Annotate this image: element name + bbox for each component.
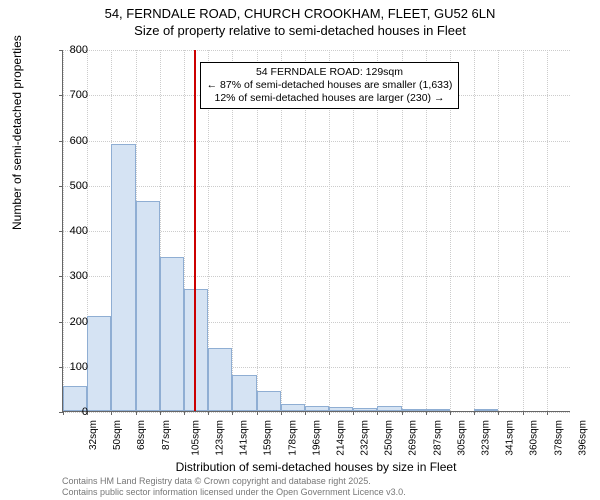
ytick-label: 300 — [58, 270, 88, 282]
xtick-mark — [281, 411, 282, 415]
gridline-v — [547, 50, 548, 411]
xtick-mark — [184, 411, 185, 415]
footer-line-1: Contains HM Land Registry data © Crown c… — [62, 476, 406, 487]
xtick-label: 105sqm — [190, 420, 201, 456]
xtick-label: 360sqm — [529, 420, 540, 456]
annotation-line: 12% of semi-detached houses are larger (… — [207, 92, 453, 105]
annotation-line: 54 FERNDALE ROAD: 129sqm — [207, 66, 453, 79]
histogram-bar — [111, 144, 135, 411]
xtick-label: 341sqm — [505, 420, 516, 456]
histogram-bar — [426, 409, 450, 411]
reference-line — [194, 50, 196, 411]
chart-container: 54, FERNDALE ROAD, CHURCH CROOKHAM, FLEE… — [0, 0, 600, 500]
ytick-label: 800 — [58, 44, 88, 56]
xtick-mark — [450, 411, 451, 415]
histogram-bar — [281, 404, 305, 411]
histogram-bar — [136, 201, 160, 411]
y-axis-label: Number of semi-detached properties — [10, 35, 24, 230]
xtick-label: 87sqm — [161, 420, 172, 450]
gridline-h — [63, 412, 570, 413]
histogram-bar — [353, 408, 377, 411]
gridline-v — [474, 50, 475, 411]
histogram-bar — [305, 406, 329, 411]
ytick-label: 700 — [58, 89, 88, 101]
xtick-label: 32sqm — [88, 420, 99, 450]
xtick-label: 250sqm — [384, 420, 395, 456]
footer-line-2: Contains public sector information licen… — [62, 487, 406, 498]
histogram-bar — [87, 316, 111, 411]
xtick-mark — [111, 411, 112, 415]
gridline-h — [63, 141, 570, 142]
histogram-bar — [232, 375, 256, 411]
xtick-mark — [547, 411, 548, 415]
xtick-label: 123sqm — [215, 420, 226, 456]
xtick-mark — [160, 411, 161, 415]
title-line-2: Size of property relative to semi-detach… — [0, 23, 600, 40]
title-line-1: 54, FERNDALE ROAD, CHURCH CROOKHAM, FLEE… — [0, 6, 600, 23]
xtick-mark — [232, 411, 233, 415]
xtick-label: 50sqm — [112, 420, 123, 450]
xtick-mark — [305, 411, 306, 415]
xtick-label: 178sqm — [287, 420, 298, 456]
histogram-bar — [208, 348, 232, 411]
ytick-label: 500 — [58, 180, 88, 192]
histogram-bar — [402, 409, 426, 411]
xtick-label: 287sqm — [432, 420, 443, 456]
xtick-mark — [329, 411, 330, 415]
xtick-label: 305sqm — [456, 420, 467, 456]
annotation-line: ← 87% of semi-detached houses are smalle… — [207, 79, 453, 92]
gridline-v — [498, 50, 499, 411]
footer-attribution: Contains HM Land Registry data © Crown c… — [62, 476, 406, 498]
xtick-mark — [208, 411, 209, 415]
ytick-label: 400 — [58, 225, 88, 237]
ytick-label: 100 — [58, 361, 88, 373]
ytick-label: 200 — [58, 316, 88, 328]
xtick-mark — [377, 411, 378, 415]
xtick-label: 232sqm — [360, 420, 371, 456]
histogram-bar — [329, 407, 353, 411]
xtick-label: 196sqm — [311, 420, 322, 456]
xtick-label: 269sqm — [408, 420, 419, 456]
xtick-mark — [498, 411, 499, 415]
histogram-bar — [377, 406, 401, 411]
xtick-label: 159sqm — [263, 420, 274, 456]
xtick-mark — [402, 411, 403, 415]
x-axis-label: Distribution of semi-detached houses by … — [62, 460, 570, 474]
xtick-label: 323sqm — [481, 420, 492, 456]
histogram-bar — [474, 409, 498, 411]
title-block: 54, FERNDALE ROAD, CHURCH CROOKHAM, FLEE… — [0, 0, 600, 40]
xtick-label: 378sqm — [553, 420, 564, 456]
gridline-h — [63, 186, 570, 187]
xtick-mark — [474, 411, 475, 415]
histogram-bar — [184, 289, 208, 411]
xtick-label: 141sqm — [239, 420, 250, 456]
xtick-mark — [426, 411, 427, 415]
annotation-box: 54 FERNDALE ROAD: 129sqm← 87% of semi-de… — [200, 62, 460, 109]
xtick-mark — [353, 411, 354, 415]
xtick-mark — [136, 411, 137, 415]
gridline-h — [63, 50, 570, 51]
xtick-mark — [523, 411, 524, 415]
xtick-label: 214sqm — [335, 420, 346, 456]
histogram-bar — [257, 391, 281, 411]
ytick-label: 0 — [58, 406, 88, 418]
histogram-bar — [160, 257, 184, 411]
xtick-mark — [257, 411, 258, 415]
gridline-v — [523, 50, 524, 411]
xtick-label: 396sqm — [577, 420, 588, 456]
plot-area: 54 FERNDALE ROAD: 129sqm← 87% of semi-de… — [62, 50, 570, 412]
xtick-label: 68sqm — [136, 420, 147, 450]
ytick-label: 600 — [58, 135, 88, 147]
